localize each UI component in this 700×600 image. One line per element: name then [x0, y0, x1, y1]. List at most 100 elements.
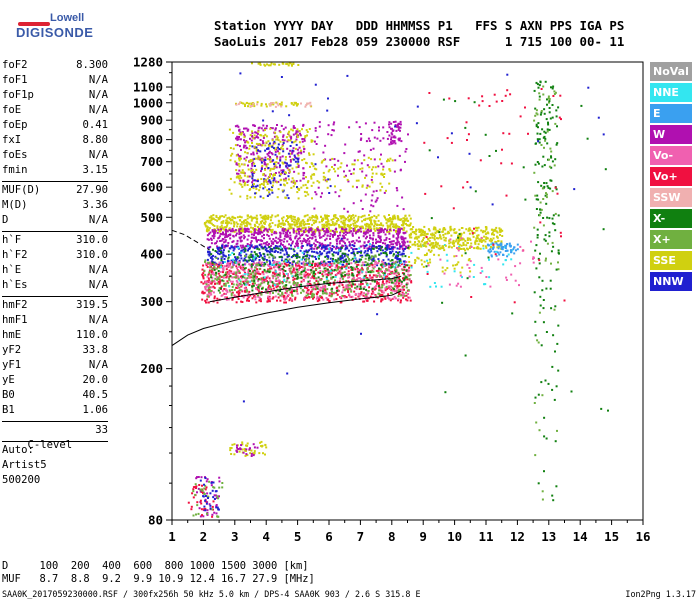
echo-point-5-434 — [235, 279, 238, 282]
echo-point-13-92 — [368, 139, 371, 142]
echo-point-12-59 — [296, 186, 298, 189]
echo-point-2-426 — [335, 227, 338, 230]
echo-point-3-412 — [235, 245, 238, 248]
param-value: 8.80 — [82, 134, 108, 146]
echo-point-11-131 — [275, 135, 278, 138]
echo-point-4-432 — [306, 272, 309, 275]
echo-point-5-482 — [359, 277, 361, 280]
echo-point-11-12 — [253, 196, 256, 199]
echo-point-11-163 — [251, 130, 253, 133]
echo-point-2-87 — [247, 228, 250, 231]
echo-point-0-594 — [369, 225, 372, 228]
echo-point-13-6 — [378, 129, 380, 132]
echo-point-13-99 — [373, 121, 376, 124]
echo-point-1-282 — [447, 232, 450, 234]
echo-point-2-136 — [392, 235, 395, 238]
echo-point-7-172 — [375, 246, 378, 249]
echo-point-14-100 — [243, 184, 246, 187]
echo-point-7-237 — [392, 288, 395, 291]
echo-point-0-538 — [404, 214, 407, 217]
echo-point-3-277 — [228, 254, 230, 257]
echo-point-2-595 — [271, 242, 274, 245]
echo-point-7-101 — [335, 260, 338, 263]
echo-point-10-207 — [246, 129, 249, 132]
echo-point-5-216 — [224, 296, 227, 299]
echo-point-6-222 — [290, 285, 292, 288]
echo-point-6-181 — [251, 279, 254, 282]
echo-point-11-78 — [284, 179, 287, 182]
echo-point-3-356 — [324, 247, 327, 250]
echo-point-1-194 — [495, 226, 498, 229]
echo-point-6-282 — [224, 284, 227, 287]
echo-point-0-365 — [264, 220, 267, 223]
echo-point-2-412 — [260, 239, 263, 242]
echo-point-13-87 — [350, 173, 353, 175]
echo-point-2-114 — [363, 247, 366, 250]
echo-point-8-39 — [278, 261, 281, 264]
echo-point-14-49 — [281, 189, 284, 192]
echo-point-3-191 — [305, 249, 308, 252]
echo-point-3-350 — [386, 247, 389, 250]
echo-point-2-38 — [305, 234, 308, 237]
echo-point-13-50 — [343, 207, 346, 210]
echo-point-1-208 — [426, 232, 429, 235]
echo-point-6-131 — [282, 285, 285, 288]
header-line-1: Station YYYY DAY DDD HHMMSS P1 FFS S AXN… — [214, 18, 625, 33]
echo-point-13-22 — [334, 191, 337, 194]
echo-point-5-160 — [340, 282, 343, 285]
echo-point-3-127 — [381, 249, 384, 252]
echo-point-6-155 — [232, 283, 235, 286]
param-row-g3-3: h`Es N/A — [2, 278, 108, 293]
echo-point-2-184 — [313, 230, 316, 233]
echo-point-3-135 — [389, 252, 391, 255]
echo-point-10-76 — [237, 172, 240, 175]
echo-point-1-289 — [474, 242, 477, 245]
echo-point-4-429 — [208, 279, 211, 282]
echo-point-14-123 — [269, 173, 271, 176]
echo-point-11-165 — [308, 153, 311, 156]
echo-point-4-19 — [369, 295, 372, 298]
echo-point-5-233 — [262, 264, 265, 267]
echo-point-5-45 — [212, 271, 215, 274]
echo-point-5-32 — [318, 288, 321, 291]
echo-point-4-596 — [379, 294, 382, 297]
echo-point-1-312 — [421, 233, 424, 236]
echo-point-4-324 — [242, 280, 245, 283]
echo-point-1-185 — [436, 243, 439, 246]
echo-point-2-240 — [392, 234, 395, 237]
echo-point-8-72 — [243, 273, 246, 275]
echo-point-3-72 — [395, 251, 398, 254]
echo-point-13-112 — [358, 126, 361, 129]
param-value: N/A — [88, 149, 108, 161]
echo-point-2-54 — [380, 239, 382, 242]
echo-point-4-627 — [223, 288, 226, 290]
echo-point-10-90 — [292, 133, 295, 136]
echo-point-0-658 — [228, 221, 231, 224]
echo-point-4-466 — [260, 277, 263, 280]
echo-point-11-33 — [291, 181, 294, 184]
echo-point-3-126 — [250, 244, 253, 247]
echo-point-1-101 — [437, 237, 440, 240]
echo-point-0-232 — [352, 222, 355, 225]
echo-point-5-100 — [396, 266, 399, 268]
echo-point-3-364 — [323, 249, 326, 252]
echo-point-3-2 — [392, 246, 395, 249]
echo-point-4-43 — [291, 299, 294, 302]
echo-point-10-64 — [292, 125, 295, 128]
echo-point-1-64 — [437, 229, 440, 232]
echo-point-7-56 — [251, 289, 254, 292]
echo-point-5-163 — [366, 290, 369, 293]
echo-point-14-3 — [287, 178, 290, 181]
echo-point-7-175 — [244, 259, 247, 262]
echo-point-10-34 — [295, 138, 298, 141]
echo-point-6-337 — [338, 285, 341, 288]
echo-point-10-7 — [251, 162, 254, 165]
echo-point-5-413 — [256, 262, 259, 265]
echo-point-11-177 — [259, 134, 262, 136]
echo-point-1-315 — [499, 229, 502, 232]
echo-point-0-672 — [228, 216, 231, 219]
echo-point-1-162 — [449, 228, 452, 231]
echo-point-3-342 — [208, 254, 211, 257]
echo-point-2-88 — [235, 234, 237, 237]
echo-point-2-421 — [224, 239, 227, 242]
